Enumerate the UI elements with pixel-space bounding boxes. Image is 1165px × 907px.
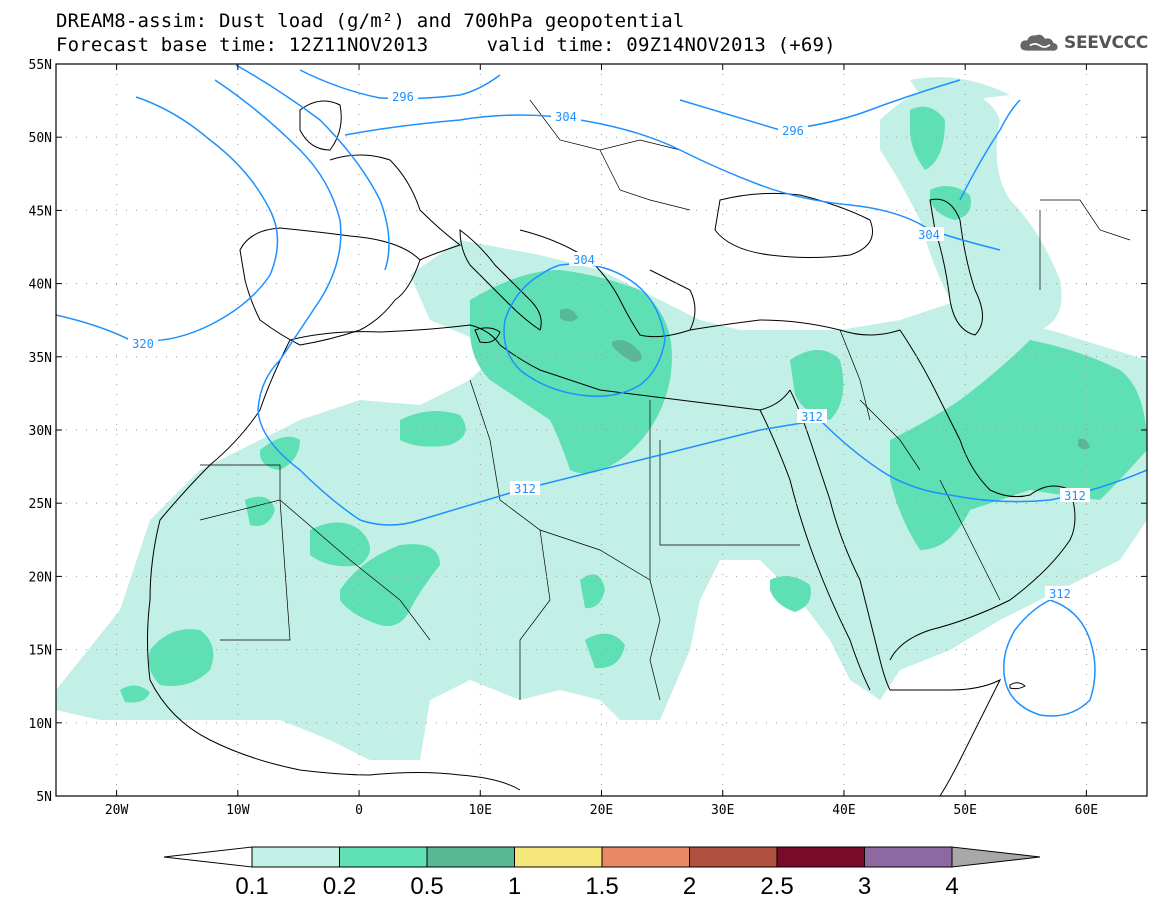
colorbar: 0.1 0.2 0.5 1 1.5 2 2.5 3 4 [163, 846, 1041, 900]
lon-label: 0 [355, 803, 363, 818]
lat-label: 40N [29, 278, 52, 293]
latitude-labels: 55N 50N 45N 40N 35N 30N 25N 20N 15N 10N 5N [29, 58, 1147, 805]
longitude-labels: 20W 10W 0 10E 20E 30E 40E 50E 60E [105, 64, 1098, 818]
colorbar-label: 2 [683, 873, 696, 900]
colorbar-swatch [251, 846, 340, 868]
geopotential-contours [56, 64, 1147, 717]
contour-label: 312 [1064, 489, 1086, 503]
contour-label: 304 [573, 253, 595, 267]
lon-label: 20W [105, 803, 129, 818]
logo-text: SEEVCCC [1064, 33, 1148, 53]
lat-label: 10N [29, 717, 52, 732]
contour-label: 304 [555, 110, 577, 124]
lon-label: 10E [469, 803, 492, 818]
lat-label: 5N [36, 790, 52, 805]
colorbar-label: 2.5 [760, 873, 793, 900]
cloud-icon [1020, 34, 1058, 51]
colorbar-label: 0.2 [323, 873, 356, 900]
contour-label: 312 [514, 482, 536, 496]
lat-label: 50N [29, 131, 52, 146]
map-title: DREAM8-assim: Dust load (g/m²) and 700hP… [56, 10, 685, 32]
lat-label: 35N [29, 351, 52, 366]
lat-label: 20N [29, 570, 52, 585]
contour-label: 296 [782, 124, 804, 138]
contour-labels: 296 296 304 304 304 312 312 312 320 312 [128, 89, 1090, 601]
contour-label-bg [1060, 488, 1090, 502]
colorbar-right-triangle [951, 846, 1041, 868]
contour-label-bg [569, 252, 599, 266]
contour-label-bg [551, 109, 581, 123]
colorbar-label: 0.1 [235, 873, 268, 900]
colorbar-left-triangle [163, 846, 253, 868]
contour-label: 312 [1049, 587, 1071, 601]
coastlines [147, 100, 1076, 796]
lon-label: 60E [1075, 803, 1098, 818]
lat-label: 25N [29, 497, 52, 512]
lat-label: 30N [29, 424, 52, 439]
contour-label: 320 [132, 337, 154, 351]
forecast-times: Forecast base time: 12Z11NOV2013 valid t… [56, 34, 836, 56]
colorbar-label: 1 [508, 873, 521, 900]
lat-label: 45N [29, 204, 52, 219]
colorbar-swatch [864, 846, 953, 868]
contour-label-bg [778, 123, 808, 137]
lon-label: 10W [226, 803, 250, 818]
colorbar-swatch [426, 846, 515, 868]
lon-label: 30E [711, 803, 734, 818]
seevccc-logo: SEEVCCC [1018, 28, 1148, 58]
contour-label-bg [1045, 586, 1075, 600]
lon-label: 20E [590, 803, 613, 818]
lat-label: 55N [29, 58, 52, 73]
colorbar-swatch [776, 846, 865, 868]
lon-label: 50E [953, 803, 976, 818]
colorbar-swatch [514, 846, 603, 868]
contour-label: 296 [392, 90, 414, 104]
colorbar-swatch [339, 846, 428, 868]
lat-label: 15N [29, 644, 52, 659]
contour-label-bg [128, 336, 158, 350]
graticule [56, 64, 1147, 796]
contour-label-bg [388, 89, 418, 103]
contour-label: 312 [801, 410, 823, 424]
contour-label-bg [914, 227, 944, 241]
lon-label: 40E [832, 803, 855, 818]
contour-label-bg [797, 409, 827, 423]
contour-label-bg [510, 481, 540, 495]
dust-load-shading [56, 77, 1147, 760]
colorbar-label: 1.5 [585, 873, 618, 900]
colorbar-label: 0.5 [410, 873, 443, 900]
colorbar-swatch [689, 846, 778, 868]
colorbar-label: 4 [945, 873, 958, 900]
colorbar-label: 3 [858, 873, 871, 900]
contour-label: 304 [918, 228, 940, 242]
colorbar-swatch [601, 846, 690, 868]
